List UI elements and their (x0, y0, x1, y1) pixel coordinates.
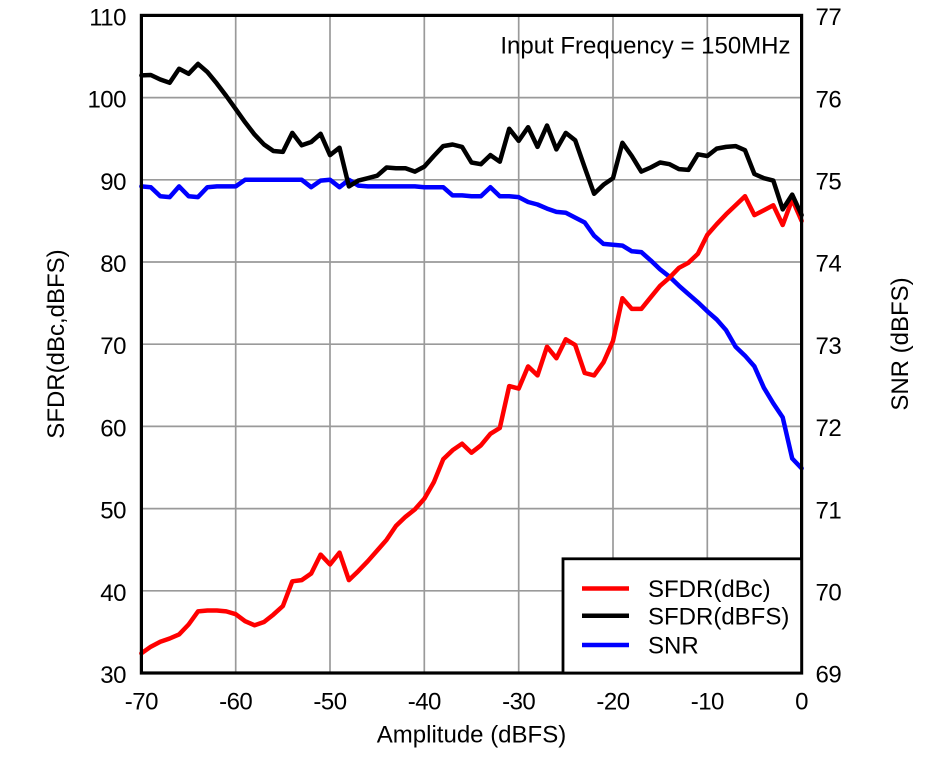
svg-text:77: 77 (816, 4, 842, 31)
svg-text:76: 76 (816, 86, 842, 113)
svg-text:-60: -60 (219, 688, 252, 715)
svg-text:100: 100 (87, 87, 126, 114)
svg-text:90: 90 (100, 169, 126, 196)
svg-text:30: 30 (100, 662, 126, 689)
svg-text:SNR: SNR (648, 633, 699, 660)
svg-text:70: 70 (100, 333, 126, 360)
svg-text:SFDR(dBc,dBFS): SFDR(dBc,dBFS) (43, 249, 70, 438)
svg-text:71: 71 (816, 497, 842, 524)
svg-text:0: 0 (795, 688, 808, 715)
svg-text:-40: -40 (408, 688, 441, 715)
svg-text:80: 80 (100, 251, 126, 278)
svg-text:SNR (dBFS): SNR (dBFS) (887, 277, 914, 410)
svg-text:70: 70 (816, 580, 842, 607)
svg-text:-70: -70 (125, 688, 158, 715)
svg-text:74: 74 (816, 251, 842, 278)
svg-text:110: 110 (89, 4, 126, 31)
svg-text:Amplitude (dBFS): Amplitude (dBFS) (377, 721, 566, 748)
svg-text:40: 40 (100, 580, 126, 607)
svg-text:Input Frequency = 150MHz: Input Frequency = 150MHz (500, 33, 790, 60)
svg-text:60: 60 (100, 415, 126, 442)
svg-text:75: 75 (816, 169, 842, 196)
svg-text:-30: -30 (502, 688, 535, 715)
svg-text:69: 69 (816, 662, 842, 689)
svg-text:73: 73 (816, 333, 842, 360)
svg-text:SFDR(dBc): SFDR(dBc) (648, 576, 771, 603)
svg-text:-20: -20 (596, 688, 629, 715)
svg-text:50: 50 (100, 498, 126, 525)
svg-text:72: 72 (816, 415, 842, 442)
svg-text:-50: -50 (313, 688, 346, 715)
svg-text:SFDR(dBFS): SFDR(dBFS) (648, 603, 789, 630)
svg-text:-10: -10 (691, 688, 724, 715)
